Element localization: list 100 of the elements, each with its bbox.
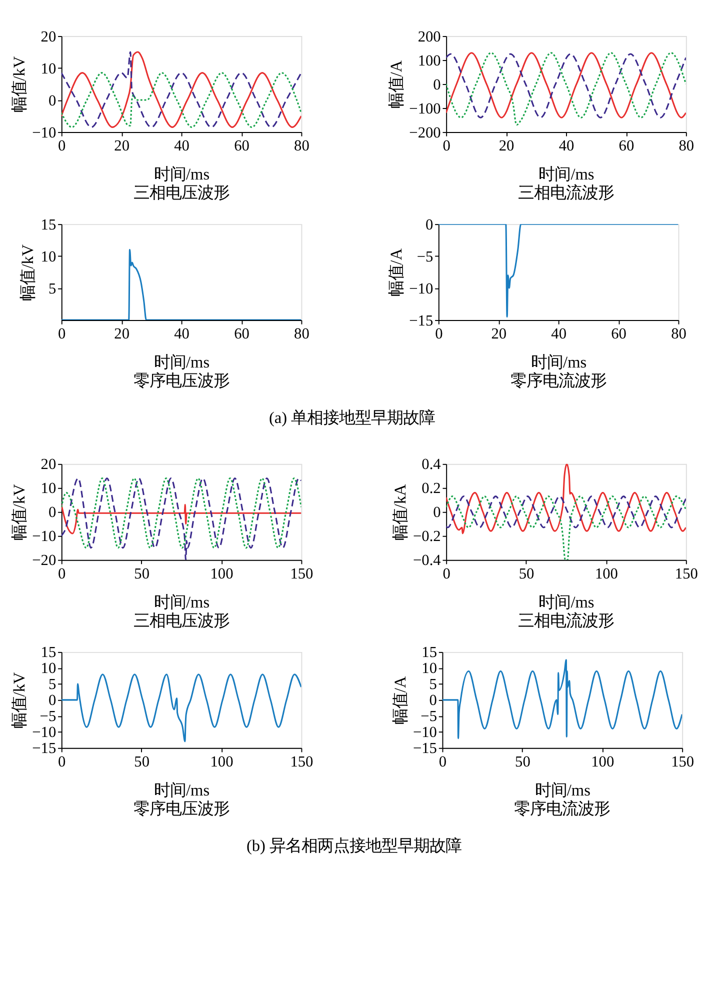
x-tick-label: 20 bbox=[114, 138, 130, 155]
x-tick-label: 150 bbox=[674, 566, 698, 583]
y-tick-label: −5 bbox=[40, 708, 56, 726]
y-tick-label: −200 bbox=[409, 124, 442, 142]
x-axis-title: 时间/ms bbox=[538, 592, 594, 612]
x-axis-title: 时间/ms bbox=[154, 352, 210, 372]
y-tick-label: 0 bbox=[48, 692, 56, 710]
y-tick-label: 5 bbox=[48, 280, 56, 298]
y-tick-label: 0 bbox=[429, 692, 438, 710]
x-tick-label: 60 bbox=[611, 326, 627, 343]
y-tick-label: −10 bbox=[32, 724, 56, 742]
y-tick-label: 5 bbox=[48, 676, 56, 694]
x-tick-label: 80 bbox=[678, 138, 694, 155]
y-tick-label: 0 bbox=[48, 504, 56, 522]
y-tick-label: −15 bbox=[409, 312, 434, 330]
x-tick-label: 80 bbox=[671, 326, 687, 343]
y-tick-label: 15 bbox=[422, 644, 438, 662]
line-series bbox=[61, 504, 302, 534]
y-tick-label: −15 bbox=[32, 740, 56, 758]
x-tick-label: 20 bbox=[114, 326, 130, 343]
y-axis-title: 幅值/kV bbox=[9, 672, 28, 729]
y-tick-label: −5 bbox=[416, 248, 434, 266]
x-tick-label: 100 bbox=[591, 754, 614, 771]
y-tick-label: 10 bbox=[422, 660, 438, 678]
text: 三相电压波形 bbox=[133, 611, 230, 630]
x-tick-label: 40 bbox=[551, 326, 567, 343]
line-series bbox=[446, 496, 686, 528]
x-tick-label: 80 bbox=[294, 326, 310, 343]
y-tick-label: 0 bbox=[48, 92, 56, 110]
text: 三相电压波形 bbox=[133, 183, 230, 202]
x-tick-label: 40 bbox=[558, 138, 574, 155]
y-tick-label: 10 bbox=[40, 480, 56, 498]
y-tick-label: 0 bbox=[433, 76, 442, 94]
x-tick-label: 40 bbox=[174, 326, 190, 343]
line-series bbox=[61, 51, 302, 128]
y-tick-label: 0 bbox=[433, 504, 442, 522]
y-tick-label: −10 bbox=[32, 528, 56, 546]
y-axis-title: 幅值/kV bbox=[9, 56, 28, 113]
y-tick-label: −10 bbox=[32, 124, 56, 142]
text: 零序电流波形 bbox=[510, 371, 606, 390]
y-tick-label: −20 bbox=[32, 552, 56, 570]
x-tick-label: 150 bbox=[671, 754, 694, 771]
y-tick-label: 15 bbox=[40, 216, 56, 234]
text: 三相电流波形 bbox=[518, 611, 614, 630]
y-axis-title: 幅值/kV bbox=[18, 244, 38, 301]
y-axis-title: 幅值/A bbox=[390, 676, 410, 725]
y-tick-label: 200 bbox=[418, 28, 442, 46]
y-tick-label: 20 bbox=[40, 456, 56, 474]
x-axis-title: 时间/ms bbox=[154, 780, 210, 800]
line-series bbox=[438, 224, 678, 318]
text: 三相电流波形 bbox=[518, 183, 614, 202]
text: (a) 单相接地型早期故障 bbox=[268, 408, 436, 428]
y-tick-label: −0.2 bbox=[413, 528, 441, 546]
x-tick-label: 20 bbox=[491, 326, 507, 343]
y-tick-label: 20 bbox=[40, 28, 56, 46]
y-tick-label: −15 bbox=[413, 740, 438, 758]
line-series bbox=[442, 659, 682, 740]
y-tick-label: 10 bbox=[40, 660, 56, 678]
x-tick-label: 50 bbox=[134, 566, 150, 583]
y-tick-label: 100 bbox=[418, 52, 442, 70]
x-tick-label: 100 bbox=[210, 566, 234, 583]
y-tick-label: 0.2 bbox=[422, 480, 441, 498]
x-tick-label: 60 bbox=[234, 138, 250, 155]
text: (b) 异名相两点接地型早期故障 bbox=[246, 836, 462, 856]
text: 零序电压波形 bbox=[133, 371, 230, 390]
x-tick-label: 50 bbox=[518, 566, 535, 583]
y-axis-title: 幅值/kA bbox=[390, 484, 410, 541]
y-tick-label: 10 bbox=[40, 248, 56, 266]
y-tick-label: −5 bbox=[420, 708, 438, 726]
text: 零序电流波形 bbox=[514, 799, 610, 818]
x-axis-title: 时间/ms bbox=[534, 780, 590, 800]
line-series bbox=[446, 464, 686, 534]
x-tick-label: 20 bbox=[498, 138, 515, 155]
y-tick-label: −10 bbox=[409, 280, 434, 298]
x-tick-label: 40 bbox=[174, 138, 190, 155]
line-series bbox=[61, 674, 302, 742]
x-axis-title: 时间/ms bbox=[154, 164, 210, 184]
x-axis-title: 时间/ms bbox=[538, 164, 594, 184]
y-tick-label: −100 bbox=[409, 100, 442, 118]
y-tick-label: 0.4 bbox=[422, 456, 442, 474]
line-series bbox=[61, 72, 302, 128]
x-tick-label: 150 bbox=[290, 754, 314, 771]
y-tick-label: 0 bbox=[425, 216, 434, 234]
y-axis-title: 幅值/kV bbox=[9, 484, 28, 541]
y-axis-title: 幅值/A bbox=[386, 60, 406, 109]
x-axis-title: 时间/ms bbox=[531, 352, 587, 372]
x-tick-label: 100 bbox=[210, 754, 234, 771]
y-tick-label: −0.4 bbox=[413, 552, 442, 570]
y-tick-label: 15 bbox=[40, 644, 56, 662]
text: 零序电压波形 bbox=[133, 799, 230, 818]
x-tick-label: 100 bbox=[594, 566, 618, 583]
x-tick-label: 150 bbox=[290, 566, 314, 583]
x-tick-label: 60 bbox=[618, 138, 634, 155]
y-tick-label: 10 bbox=[40, 60, 56, 78]
x-tick-label: 50 bbox=[515, 754, 531, 771]
x-tick-label: 80 bbox=[294, 138, 310, 155]
x-tick-label: 50 bbox=[134, 754, 150, 771]
y-tick-label: 5 bbox=[429, 676, 438, 694]
x-tick-label: 60 bbox=[234, 326, 250, 343]
x-axis-title: 时间/ms bbox=[154, 592, 210, 612]
